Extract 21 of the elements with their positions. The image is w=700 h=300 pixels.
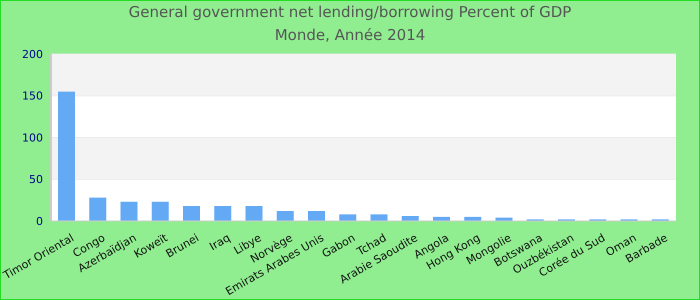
- bar: [308, 210, 325, 221]
- chart-subtitle: Monde, Année 2014: [274, 26, 426, 44]
- y-tick-label: 150: [22, 90, 43, 103]
- bar: [152, 202, 169, 221]
- y-tick-label: 50: [29, 173, 43, 186]
- y-tick-label: 200: [22, 48, 43, 61]
- bar: [276, 210, 294, 221]
- bar: [496, 218, 512, 221]
- y-tick-label: 0: [36, 214, 43, 228]
- bar: [246, 206, 262, 221]
- bar: [183, 206, 200, 221]
- bar: [214, 206, 232, 221]
- y-tick-label: 100: [22, 131, 43, 144]
- bar: [89, 198, 106, 221]
- chart-title: General government net lending/borrowing Percent of GDP: [128, 3, 572, 21]
- bar: [120, 202, 138, 221]
- bar: [58, 92, 75, 221]
- bar: [339, 214, 356, 221]
- bar: [402, 216, 419, 221]
- bar: [370, 214, 388, 221]
- x-tick-label: Iraq: [207, 231, 232, 254]
